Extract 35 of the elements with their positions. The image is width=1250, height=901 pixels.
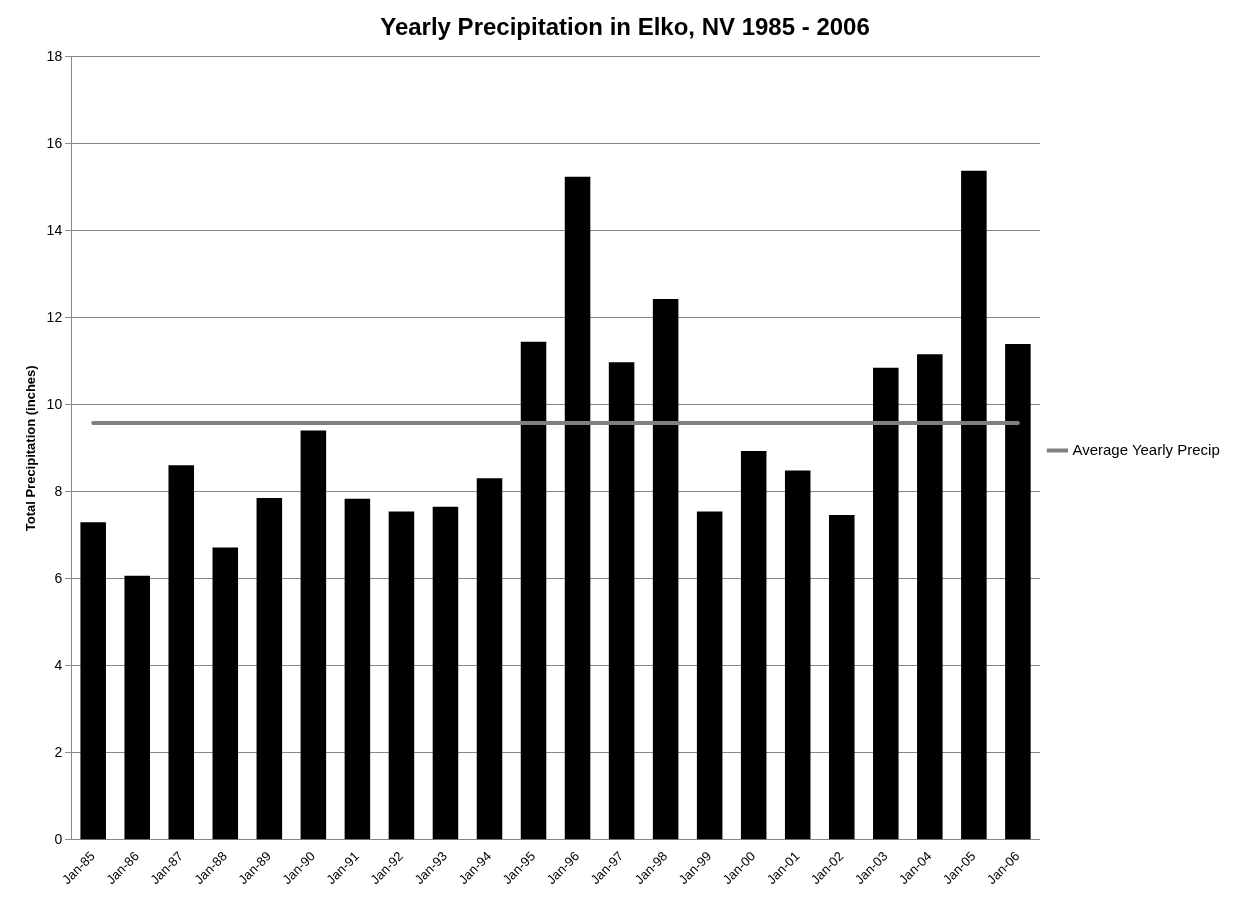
bar bbox=[520, 341, 547, 840]
bar bbox=[564, 176, 591, 840]
bar bbox=[828, 514, 855, 840]
y-tick-label: 10 bbox=[46, 395, 63, 412]
bar bbox=[168, 465, 195, 840]
y-tick-label: 8 bbox=[54, 482, 63, 499]
bar bbox=[344, 498, 371, 840]
bar bbox=[961, 170, 987, 840]
y-tick-label: 2 bbox=[54, 743, 63, 760]
bar bbox=[917, 354, 943, 840]
bar bbox=[432, 506, 459, 840]
y-tick-label: 16 bbox=[46, 134, 63, 151]
bar bbox=[388, 511, 415, 840]
y-tick-label: 14 bbox=[46, 221, 63, 238]
y-tick-label: 4 bbox=[54, 656, 63, 673]
bar bbox=[124, 575, 150, 840]
y-tick-label: 6 bbox=[54, 569, 63, 586]
y-axis-title: Total Precipitation (inches) bbox=[23, 365, 39, 532]
bar bbox=[652, 299, 679, 840]
chart-title: Yearly Precipitation in Elko, NV 1985 - 2006 bbox=[380, 13, 870, 41]
bar bbox=[740, 450, 767, 840]
y-tick-label: 12 bbox=[46, 308, 63, 325]
bar bbox=[608, 362, 635, 840]
bar bbox=[696, 511, 723, 840]
y-tick-label: 18 bbox=[46, 47, 63, 64]
bar bbox=[873, 367, 899, 840]
legend-label: Average Yearly Precip bbox=[1072, 440, 1220, 458]
bar bbox=[1005, 343, 1031, 840]
bar bbox=[476, 478, 503, 840]
bar bbox=[80, 522, 106, 840]
bar bbox=[784, 470, 811, 840]
bar bbox=[256, 497, 283, 840]
y-tick-label: 0 bbox=[54, 830, 63, 847]
bar bbox=[300, 430, 327, 840]
bar bbox=[212, 547, 239, 840]
